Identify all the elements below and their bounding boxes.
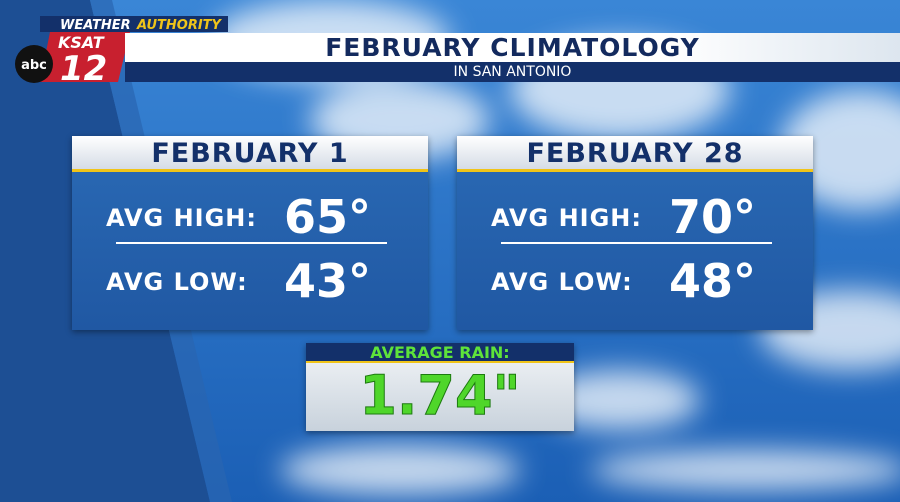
rain-box: AVERAGE RAIN: 1.74" xyxy=(306,343,574,431)
title: FEBRUARY CLIMATOLOGY xyxy=(125,33,900,62)
logo-channel: 12 xyxy=(60,49,107,89)
card: FEBRUARY 1 AVG HIGH: 65° AVG LOW: 43° xyxy=(72,136,428,330)
row-value: 43° xyxy=(284,254,372,308)
row-label: AVG HIGH: xyxy=(491,204,642,232)
divider xyxy=(116,242,387,244)
card-date: FEBRUARY 28 xyxy=(457,136,813,172)
logo-brand-accent: AUTHORITY xyxy=(136,18,223,33)
row-label: AVG LOW: xyxy=(491,268,633,296)
rain-value: 1.74" xyxy=(359,364,521,428)
divider xyxy=(501,242,772,244)
logo-network: abc xyxy=(21,58,47,73)
row-label: AVG LOW: xyxy=(106,268,248,296)
row-value: 65° xyxy=(284,190,372,244)
subtitle: IN SAN ANTONIO xyxy=(125,62,900,82)
logo-brand: WEATHER xyxy=(60,18,131,33)
rain-label: AVERAGE RAIN: xyxy=(306,343,574,363)
row-value: 48° xyxy=(669,254,757,308)
row-value: 70° xyxy=(669,190,757,244)
card-date: FEBRUARY 1 xyxy=(72,136,428,172)
row-label: AVG HIGH: xyxy=(106,204,257,232)
logo-station: KSAT xyxy=(58,33,105,52)
card: FEBRUARY 28 AVG HIGH: 70° AVG LOW: 48° xyxy=(457,136,813,330)
